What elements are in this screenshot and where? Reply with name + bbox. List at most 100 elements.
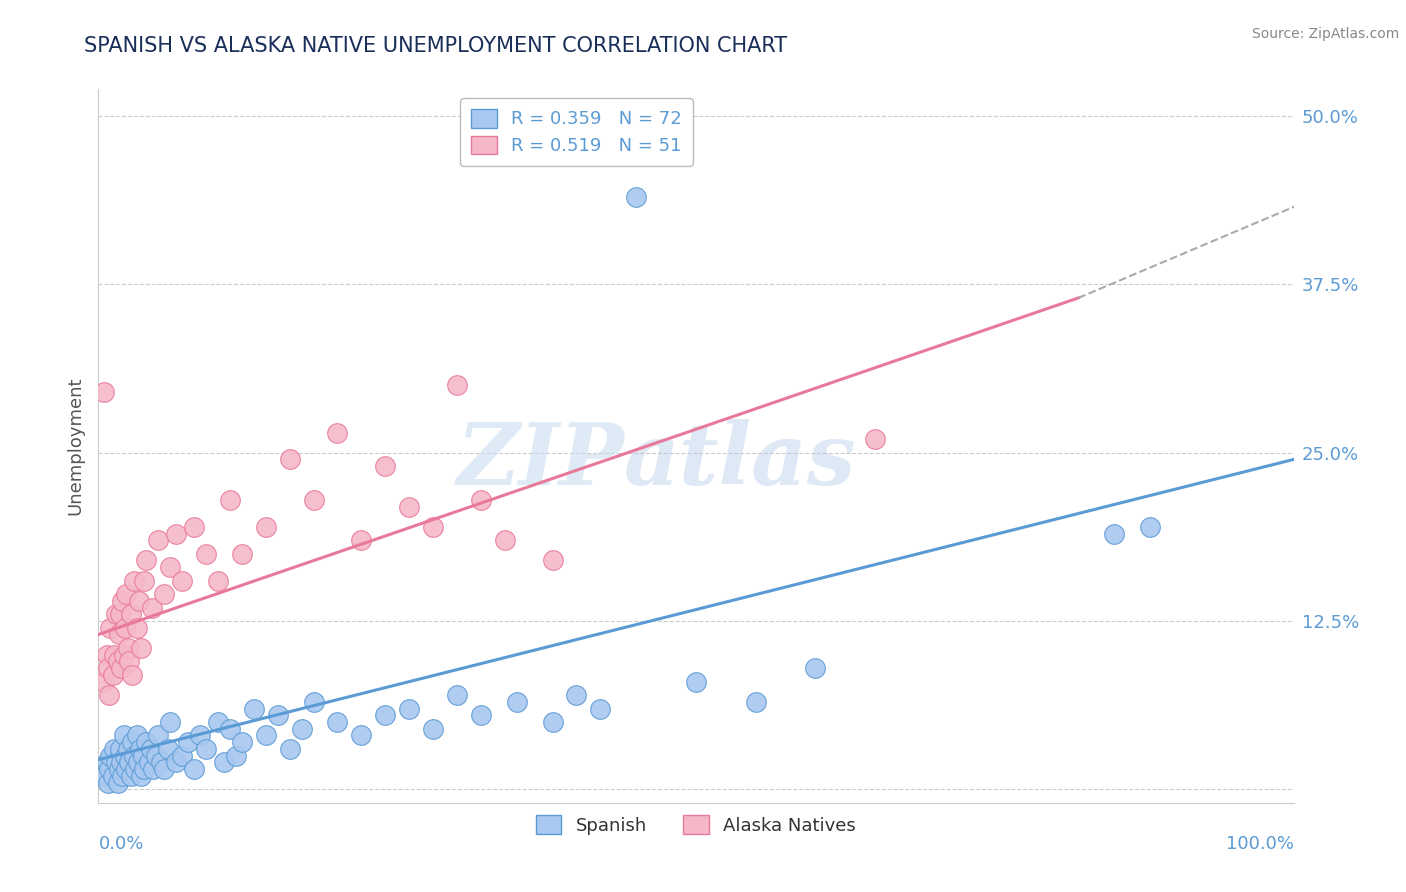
Point <box>172 574 194 588</box>
Point <box>128 594 150 608</box>
Point <box>541 553 564 567</box>
Point <box>98 621 122 635</box>
Point <box>626 190 648 204</box>
Point <box>108 607 131 622</box>
Point <box>97 775 120 789</box>
Point <box>212 756 235 770</box>
Point <box>398 500 420 514</box>
Point <box>101 668 124 682</box>
Point <box>374 459 396 474</box>
Point <box>195 547 218 561</box>
Point <box>326 425 349 440</box>
Point <box>115 587 138 601</box>
Point <box>110 661 132 675</box>
Point <box>124 762 146 776</box>
Text: atlas: atlas <box>624 418 856 502</box>
Point <box>865 432 887 446</box>
Point <box>165 526 187 541</box>
Point <box>159 714 181 729</box>
Point <box>470 708 492 723</box>
Point <box>145 748 167 763</box>
Point <box>267 708 290 723</box>
Point <box>183 520 205 534</box>
Point <box>207 714 229 729</box>
Point <box>112 729 135 743</box>
Text: 100.0%: 100.0% <box>1226 835 1294 853</box>
Point <box>117 640 139 655</box>
Point <box>96 756 118 770</box>
Point <box>107 655 129 669</box>
Point <box>120 607 142 622</box>
Point <box>118 756 141 770</box>
Point <box>1104 526 1126 541</box>
Point <box>177 735 200 749</box>
Point <box>278 742 301 756</box>
Point <box>422 722 444 736</box>
Point <box>93 385 115 400</box>
Point <box>112 648 135 662</box>
Point <box>225 748 247 763</box>
Point <box>114 621 136 635</box>
Point <box>159 560 181 574</box>
Point <box>302 492 325 507</box>
Point <box>589 701 612 715</box>
Point <box>98 762 121 776</box>
Point <box>278 452 301 467</box>
Point <box>98 748 122 763</box>
Point <box>141 600 163 615</box>
Legend: Spanish, Alaska Natives: Spanish, Alaska Natives <box>527 806 865 844</box>
Point <box>139 742 162 756</box>
Point <box>107 627 129 641</box>
Point <box>115 762 138 776</box>
Point <box>745 695 768 709</box>
Point <box>685 674 707 689</box>
Point <box>131 748 153 763</box>
Point <box>121 668 143 682</box>
Point <box>132 762 155 776</box>
Point <box>120 769 142 783</box>
Point <box>188 729 211 743</box>
Point <box>231 735 253 749</box>
Point <box>470 492 492 507</box>
Point <box>93 674 115 689</box>
Point <box>506 695 529 709</box>
Text: ZIP: ZIP <box>457 418 624 502</box>
Point <box>105 756 128 770</box>
Point <box>98 688 121 702</box>
Point <box>446 378 468 392</box>
Point <box>350 533 373 548</box>
Point <box>231 547 253 561</box>
Point <box>541 714 564 729</box>
Point <box>101 769 124 783</box>
Point <box>97 661 120 675</box>
Point <box>153 762 176 776</box>
Point <box>131 640 153 655</box>
Point <box>108 742 131 756</box>
Point <box>118 655 141 669</box>
Point <box>446 688 468 702</box>
Point <box>183 762 205 776</box>
Point <box>326 714 349 729</box>
Point <box>105 607 128 622</box>
Point <box>804 661 827 675</box>
Point <box>135 735 157 749</box>
Point <box>135 553 157 567</box>
Point <box>142 762 165 776</box>
Point <box>172 748 194 763</box>
Point <box>254 520 277 534</box>
Point <box>165 756 187 770</box>
Point <box>302 695 325 709</box>
Text: 0.0%: 0.0% <box>98 835 143 853</box>
Point <box>124 574 146 588</box>
Point <box>110 756 132 770</box>
Point <box>254 729 277 743</box>
Point <box>291 722 314 736</box>
Point <box>207 574 229 588</box>
Text: SPANISH VS ALASKA NATIVE UNEMPLOYMENT CORRELATION CHART: SPANISH VS ALASKA NATIVE UNEMPLOYMENT CO… <box>84 36 787 55</box>
Point <box>350 729 373 743</box>
Point <box>132 574 155 588</box>
Point <box>103 742 125 756</box>
Point <box>96 648 118 662</box>
Point <box>138 756 160 770</box>
Point <box>219 722 242 736</box>
